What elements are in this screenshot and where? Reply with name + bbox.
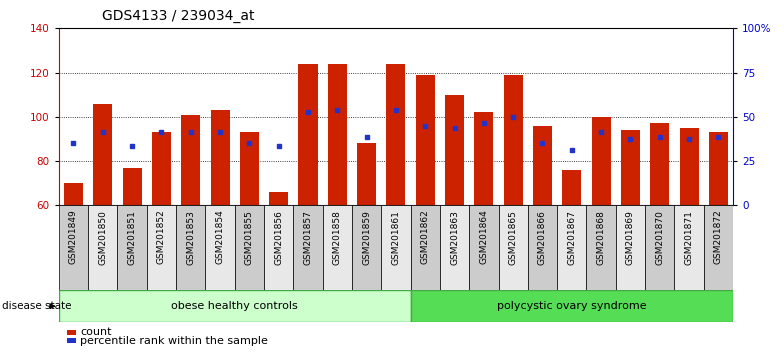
Text: disease state: disease state xyxy=(2,301,71,311)
Bar xyxy=(528,205,557,292)
Text: obese healthy controls: obese healthy controls xyxy=(172,301,298,311)
Bar xyxy=(205,205,234,292)
Bar xyxy=(64,183,83,205)
Bar xyxy=(615,205,645,292)
Text: count: count xyxy=(80,327,111,337)
Text: GSM201857: GSM201857 xyxy=(303,210,313,264)
Text: GSM201849: GSM201849 xyxy=(69,210,78,264)
Bar xyxy=(210,110,230,205)
Bar xyxy=(352,205,381,292)
Bar xyxy=(147,205,176,292)
Bar xyxy=(264,205,293,292)
Bar xyxy=(323,205,352,292)
Text: percentile rank within the sample: percentile rank within the sample xyxy=(80,336,268,346)
Bar xyxy=(88,205,118,292)
Bar xyxy=(240,132,259,205)
Text: GSM201853: GSM201853 xyxy=(187,210,195,264)
Bar xyxy=(152,132,171,205)
Bar xyxy=(118,205,147,292)
FancyBboxPatch shape xyxy=(59,290,411,322)
Bar xyxy=(557,205,586,292)
Bar xyxy=(680,128,699,205)
Bar xyxy=(650,124,670,205)
Bar xyxy=(328,64,347,205)
Bar xyxy=(469,205,499,292)
Bar xyxy=(416,75,435,205)
Text: GSM201862: GSM201862 xyxy=(421,210,430,264)
Bar xyxy=(269,192,289,205)
Text: GSM201850: GSM201850 xyxy=(98,210,107,264)
Text: polycystic ovary syndrome: polycystic ovary syndrome xyxy=(497,301,647,311)
Text: GSM201868: GSM201868 xyxy=(597,210,605,264)
Text: GSM201872: GSM201872 xyxy=(714,210,723,264)
Text: GSM201869: GSM201869 xyxy=(626,210,635,264)
Bar xyxy=(645,205,674,292)
Bar xyxy=(503,75,523,205)
Bar xyxy=(234,205,264,292)
Bar xyxy=(592,117,611,205)
Text: GSM201863: GSM201863 xyxy=(450,210,459,264)
Bar xyxy=(533,126,552,205)
Text: GSM201864: GSM201864 xyxy=(479,210,488,264)
Text: GSM201871: GSM201871 xyxy=(684,210,694,264)
Text: GSM201851: GSM201851 xyxy=(128,210,136,264)
Text: GSM201870: GSM201870 xyxy=(655,210,664,264)
Text: GSM201865: GSM201865 xyxy=(509,210,517,264)
Bar xyxy=(93,103,112,205)
Bar xyxy=(181,115,200,205)
FancyBboxPatch shape xyxy=(411,290,733,322)
Bar xyxy=(440,205,469,292)
Bar xyxy=(474,113,493,205)
Bar xyxy=(411,205,440,292)
Text: GSM201858: GSM201858 xyxy=(332,210,342,264)
Text: GSM201856: GSM201856 xyxy=(274,210,283,264)
Bar xyxy=(381,205,411,292)
Bar xyxy=(176,205,205,292)
Bar xyxy=(387,64,405,205)
Bar xyxy=(299,64,318,205)
Text: GSM201854: GSM201854 xyxy=(216,210,224,264)
Bar xyxy=(621,130,640,205)
Bar xyxy=(293,205,323,292)
Text: GSM201861: GSM201861 xyxy=(391,210,401,264)
Text: GSM201859: GSM201859 xyxy=(362,210,371,264)
Text: GSM201866: GSM201866 xyxy=(538,210,547,264)
Bar xyxy=(122,168,142,205)
Bar xyxy=(562,170,582,205)
Bar xyxy=(357,143,376,205)
Text: GSM201867: GSM201867 xyxy=(568,210,576,264)
Bar xyxy=(704,205,733,292)
Text: GSM201855: GSM201855 xyxy=(245,210,254,264)
Text: GDS4133 / 239034_at: GDS4133 / 239034_at xyxy=(102,9,255,23)
Bar xyxy=(59,205,88,292)
Bar xyxy=(674,205,704,292)
Text: GSM201852: GSM201852 xyxy=(157,210,166,264)
Bar xyxy=(586,205,615,292)
Bar xyxy=(499,205,528,292)
Bar xyxy=(445,95,464,205)
Bar xyxy=(709,132,728,205)
